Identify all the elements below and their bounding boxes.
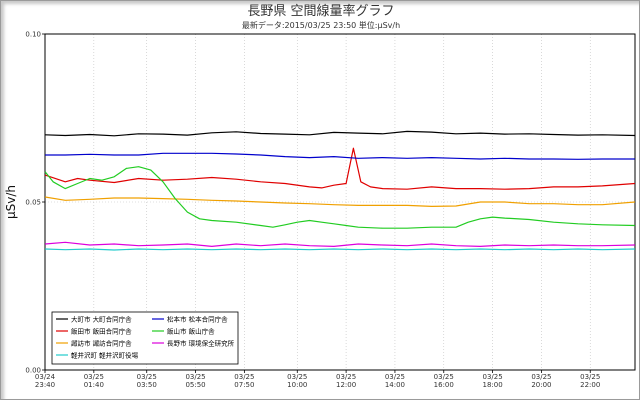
y-axis-label: μSv/h [4, 185, 18, 219]
legend-label: 諏訪市 諏訪合同庁舎 [71, 339, 132, 348]
x-tick-date: 03/25 [287, 373, 307, 381]
x-tick-time: 22:00 [580, 381, 600, 389]
legend-label: 長野市 環境保全研究所 [167, 339, 235, 348]
x-tick-date: 03/24 [35, 373, 56, 381]
series-line-5 [44, 166, 635, 229]
series-line-1 [44, 147, 635, 190]
x-tick-date: 03/25 [482, 373, 502, 381]
legend-label: 松本市 松本合同庁舎 [167, 315, 228, 324]
x-tick-date: 03/25 [137, 373, 157, 381]
x-tick-time: 20:00 [531, 381, 551, 389]
x-tick-time: 12:00 [336, 381, 356, 389]
x-tick-time: 07:50 [234, 381, 254, 389]
x-tick-date: 03/25 [385, 373, 405, 381]
series-line-6 [45, 241, 635, 247]
x-tick-date: 03/25 [234, 373, 254, 381]
x-tick-time: 01:40 [84, 381, 104, 389]
y-tick-label: 0.00 [25, 367, 41, 375]
chart-subtitle: 最新データ:2015/03/25 23:50 単位:μSv/h [242, 20, 400, 30]
legend-label: 大町市 大町合同庁舎 [71, 315, 132, 324]
x-tick-time: 10:00 [287, 381, 307, 389]
x-tick-date: 03/25 [84, 373, 104, 381]
y-tick-label: 0.10 [25, 31, 41, 39]
legend-label: 飯田市 飯田合同庁舎 [71, 327, 132, 336]
y-tick-label: 0.05 [25, 199, 41, 207]
y-ticks: 0.00 0.05 0.10 [25, 31, 45, 375]
x-tick-time: 03:50 [137, 381, 157, 389]
x-tick-date: 03/25 [580, 373, 600, 381]
legend-label: 軽井沢町 軽井沢町役場 [71, 351, 139, 360]
x-tick-date: 03/25 [434, 373, 454, 381]
legend-box [51, 311, 239, 365]
x-tick-time: 16:00 [434, 381, 454, 389]
chart-title: 長野県 空間線量率グラフ [247, 3, 394, 19]
series-line-4 [45, 152, 635, 160]
legend-label: 飯山市 飯山庁舎 [167, 327, 215, 336]
series-line-2 [45, 196, 635, 207]
x-ticks: 03/2423:4003/2501:4003/2503:5003/2505:50… [35, 370, 600, 389]
x-tick-date: 03/25 [185, 373, 205, 381]
x-tick-date: 03/25 [336, 373, 356, 381]
x-tick-time: 23:40 [35, 381, 55, 389]
x-tick-time: 14:00 [385, 381, 405, 389]
series-line-0 [45, 130, 635, 137]
x-tick-time: 05:50 [185, 381, 205, 389]
series-line-3 [45, 248, 635, 251]
series-lines [44, 130, 635, 251]
x-tick-time: 18:00 [482, 381, 502, 389]
x-tick-date: 03/25 [531, 373, 551, 381]
